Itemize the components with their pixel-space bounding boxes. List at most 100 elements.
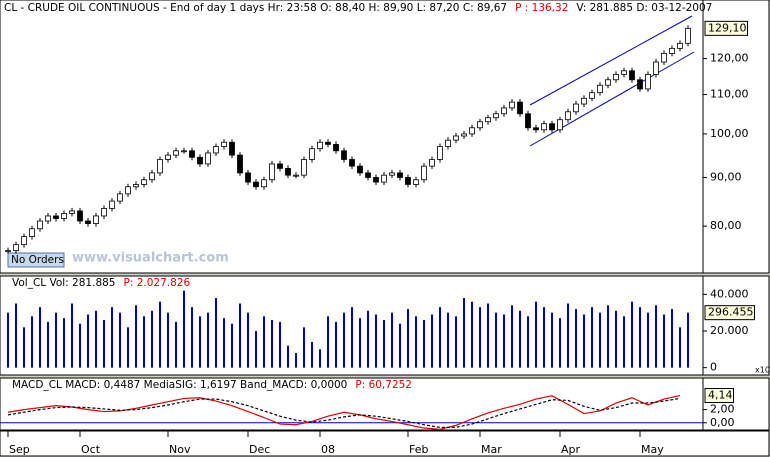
candle <box>277 163 283 169</box>
volume-bar <box>279 321 281 368</box>
candle <box>125 186 131 195</box>
candle <box>493 113 499 119</box>
price-info: V: 281.885 D: 03-12-2007 <box>576 2 712 14</box>
candle <box>237 154 243 174</box>
volume-bar <box>7 312 9 368</box>
candle <box>477 121 483 129</box>
candle <box>613 73 619 81</box>
candle <box>653 61 659 75</box>
candle <box>269 163 275 181</box>
candle <box>549 123 555 131</box>
candle <box>365 172 371 178</box>
x-tick-label: Apr <box>561 443 581 456</box>
candle <box>373 177 379 183</box>
price-panel <box>0 0 704 274</box>
volume-bar <box>247 312 249 368</box>
candle <box>413 179 419 185</box>
watermark: www.visualchart.com <box>72 251 229 266</box>
x-tick-label: Dec <box>249 443 270 456</box>
volume-bar <box>439 307 441 368</box>
candle <box>45 215 51 222</box>
candle <box>405 177 411 185</box>
candle <box>661 53 667 63</box>
volume-bar <box>519 310 521 368</box>
last-macd-box <box>704 388 734 404</box>
volume-bar <box>375 314 377 368</box>
channel-lower <box>529 51 695 147</box>
candle <box>637 79 643 90</box>
candle <box>325 141 331 145</box>
price-axis <box>702 0 770 274</box>
volume-bar <box>287 345 289 368</box>
volume-bar <box>167 312 169 368</box>
volume-bar <box>471 301 473 368</box>
volume-bar <box>191 307 193 368</box>
volume-bar <box>647 312 649 368</box>
volume-bar <box>15 303 17 368</box>
volume-bar <box>207 312 209 368</box>
candle <box>565 111 571 121</box>
candle <box>437 146 443 160</box>
volume-bar <box>199 316 201 368</box>
y-tick-label: 0 <box>710 361 717 374</box>
macd-panel <box>0 377 704 431</box>
macd-info-red: P: 60,7252 <box>355 379 412 391</box>
volume-bar <box>215 298 217 368</box>
volume-bar <box>175 321 177 368</box>
volume-bar <box>79 323 81 368</box>
volume-bar <box>351 307 353 368</box>
volume-bar <box>63 318 65 368</box>
candle <box>501 107 507 115</box>
candle <box>509 101 515 109</box>
candle <box>285 167 291 176</box>
candle <box>157 159 163 174</box>
candle <box>101 208 107 217</box>
x-tick-label: Nov <box>169 443 191 456</box>
volume-bar <box>399 323 401 368</box>
candle <box>181 150 187 153</box>
volume-bar <box>151 310 153 368</box>
price-title: CL - CRUDE OIL CONTINUOUS - End of day 1… <box>4 2 507 14</box>
candle <box>573 103 579 113</box>
candle <box>253 181 259 188</box>
y-tick-label: 110,00 <box>710 88 749 101</box>
volume-bar <box>127 327 129 368</box>
volume-bar <box>447 312 449 368</box>
candle <box>357 165 363 174</box>
y-tick-label: 90,00 <box>710 170 742 183</box>
candle <box>173 150 179 156</box>
volume-bar <box>367 310 369 368</box>
x-tick-label: Sep <box>9 443 30 456</box>
volume-bar <box>95 310 97 368</box>
volume-bar <box>463 298 465 368</box>
candle <box>117 193 123 202</box>
volume-bar <box>663 314 665 368</box>
y-tick-label: 100,00 <box>710 127 749 140</box>
volume-bar <box>607 305 609 368</box>
volume-bar <box>327 316 329 368</box>
candle <box>581 97 587 105</box>
candle <box>429 159 435 167</box>
candle <box>525 113 531 129</box>
volume-bar <box>311 342 313 368</box>
candle <box>629 70 635 81</box>
volume-bar <box>319 349 321 368</box>
y-tick-label: 0,00 <box>710 416 735 429</box>
volume-bar <box>359 318 361 368</box>
volume-bar <box>263 316 265 368</box>
y-tick-label: 120,00 <box>710 52 749 65</box>
candle <box>213 146 219 154</box>
badge-box <box>7 252 65 268</box>
volume-bar <box>423 320 425 368</box>
volume-bar <box>103 320 105 368</box>
candle <box>333 143 339 152</box>
volume-bar <box>295 353 297 368</box>
candle <box>381 174 387 183</box>
candle <box>557 119 563 131</box>
volume-bar <box>71 303 73 368</box>
y-tick-label: 2,00 <box>710 403 735 416</box>
candle <box>517 101 523 115</box>
volume-bar <box>87 314 89 368</box>
candle <box>453 135 459 141</box>
candle <box>533 127 539 131</box>
